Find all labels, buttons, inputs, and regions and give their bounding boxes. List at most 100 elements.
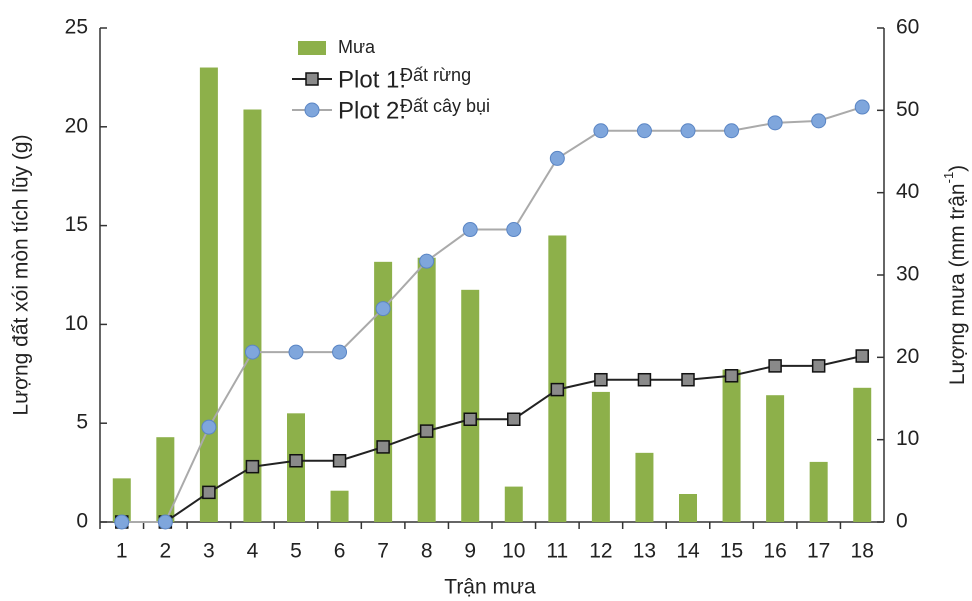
bar bbox=[635, 452, 654, 522]
marker bbox=[462, 222, 478, 238]
marker bbox=[289, 453, 303, 468]
marker bbox=[419, 253, 435, 269]
y2-tick-label: 10 bbox=[896, 427, 919, 450]
line bbox=[121, 106, 863, 523]
y-tick-label: 15 bbox=[65, 213, 88, 236]
marker bbox=[245, 459, 260, 474]
marker bbox=[811, 113, 827, 129]
bar bbox=[112, 478, 131, 522]
x-tick-label: 12 bbox=[589, 540, 612, 563]
marker bbox=[550, 382, 565, 397]
bar bbox=[156, 437, 175, 522]
x-tick-label: 3 bbox=[203, 540, 215, 563]
marker bbox=[419, 424, 434, 438]
legend-swatch bbox=[298, 41, 326, 55]
marker bbox=[201, 419, 217, 435]
legend-marker bbox=[305, 72, 319, 86]
bar bbox=[853, 387, 872, 522]
marker bbox=[202, 485, 216, 500]
y2-tick-label: 40 bbox=[896, 180, 919, 203]
x-tick-label: 7 bbox=[377, 540, 389, 563]
marker bbox=[507, 412, 521, 426]
legend-description: Đất rừng bbox=[400, 65, 471, 85]
legend-description: Đất cây bụi bbox=[400, 96, 490, 116]
marker bbox=[724, 123, 740, 139]
bar bbox=[548, 235, 567, 523]
x-tick-label: 6 bbox=[334, 540, 346, 563]
x-tick-label: 9 bbox=[464, 540, 476, 563]
x-tick-label: 2 bbox=[159, 540, 171, 563]
marker bbox=[680, 123, 696, 139]
bar bbox=[722, 369, 741, 522]
x-tick-label: 8 bbox=[421, 540, 433, 563]
marker bbox=[288, 344, 304, 360]
bar bbox=[243, 109, 262, 522]
x-tick-label: 16 bbox=[763, 540, 786, 563]
y2-label-sup: -1 bbox=[941, 172, 956, 184]
marker bbox=[855, 349, 869, 363]
legend-marker bbox=[304, 102, 320, 118]
x-tick-label: 4 bbox=[247, 540, 259, 563]
y-tick-label: 5 bbox=[76, 411, 88, 434]
bar bbox=[461, 289, 480, 522]
marker bbox=[375, 301, 391, 317]
marker bbox=[506, 222, 522, 238]
bar bbox=[809, 461, 828, 522]
bar bbox=[766, 395, 785, 522]
bar bbox=[330, 490, 349, 522]
bar bbox=[374, 261, 393, 522]
x-tick-label: 5 bbox=[290, 540, 302, 563]
line bbox=[121, 355, 863, 523]
y-tick-label: 20 bbox=[65, 114, 88, 137]
y2-axis-label: Lượng mưa (mm trận-1) bbox=[941, 165, 968, 385]
marker bbox=[157, 514, 173, 530]
marker bbox=[593, 123, 609, 139]
legend-label: Plot 1: bbox=[338, 66, 406, 93]
marker bbox=[637, 372, 652, 387]
x-tick-label: 17 bbox=[807, 540, 830, 563]
marker bbox=[681, 372, 695, 387]
x-tick-label: 14 bbox=[676, 540, 700, 563]
legend-label: Mưa bbox=[338, 37, 376, 57]
y-axis-label: Lượng đất xói mòn tích lũy (g) bbox=[10, 134, 33, 415]
x-tick-label: 11 bbox=[546, 540, 568, 563]
x-tick-label: 10 bbox=[502, 540, 525, 563]
marker bbox=[768, 359, 782, 373]
bar bbox=[417, 257, 436, 522]
x-tick-label: 1 bbox=[116, 540, 128, 563]
bar bbox=[679, 494, 697, 522]
bar bbox=[287, 413, 305, 522]
x-tick-label: 18 bbox=[851, 540, 874, 563]
marker bbox=[767, 115, 783, 131]
x-axis-label: Trận mưa bbox=[444, 576, 536, 599]
y2-tick-label: 20 bbox=[896, 345, 919, 368]
y2-tick-label: 30 bbox=[896, 263, 919, 286]
marker bbox=[332, 344, 348, 360]
legend-label: Plot 2: bbox=[338, 97, 406, 124]
y2-label-end: ) bbox=[946, 165, 969, 172]
y-tick-label: 0 bbox=[76, 510, 88, 533]
marker bbox=[854, 99, 870, 115]
y-tick-label: 10 bbox=[65, 312, 88, 335]
marker bbox=[114, 514, 130, 530]
marker bbox=[463, 412, 477, 426]
marker bbox=[636, 123, 652, 139]
bar bbox=[199, 67, 218, 523]
marker bbox=[811, 359, 826, 373]
marker bbox=[594, 372, 608, 387]
bar bbox=[504, 486, 523, 522]
x-tick-label: 13 bbox=[633, 540, 656, 563]
bar bbox=[591, 391, 610, 522]
marker bbox=[724, 369, 739, 383]
y2-tick-label: 50 bbox=[896, 98, 919, 121]
y2-tick-label: 0 bbox=[896, 510, 908, 533]
marker bbox=[376, 440, 390, 454]
marker bbox=[332, 453, 347, 468]
x-tick-label: 15 bbox=[720, 540, 743, 563]
y-tick-label: 25 bbox=[65, 16, 88, 39]
marker bbox=[244, 344, 260, 360]
y2-label-main: Lượng mưa (mm trận bbox=[946, 183, 969, 385]
y2-tick-label: 60 bbox=[896, 16, 919, 39]
marker bbox=[549, 150, 565, 166]
